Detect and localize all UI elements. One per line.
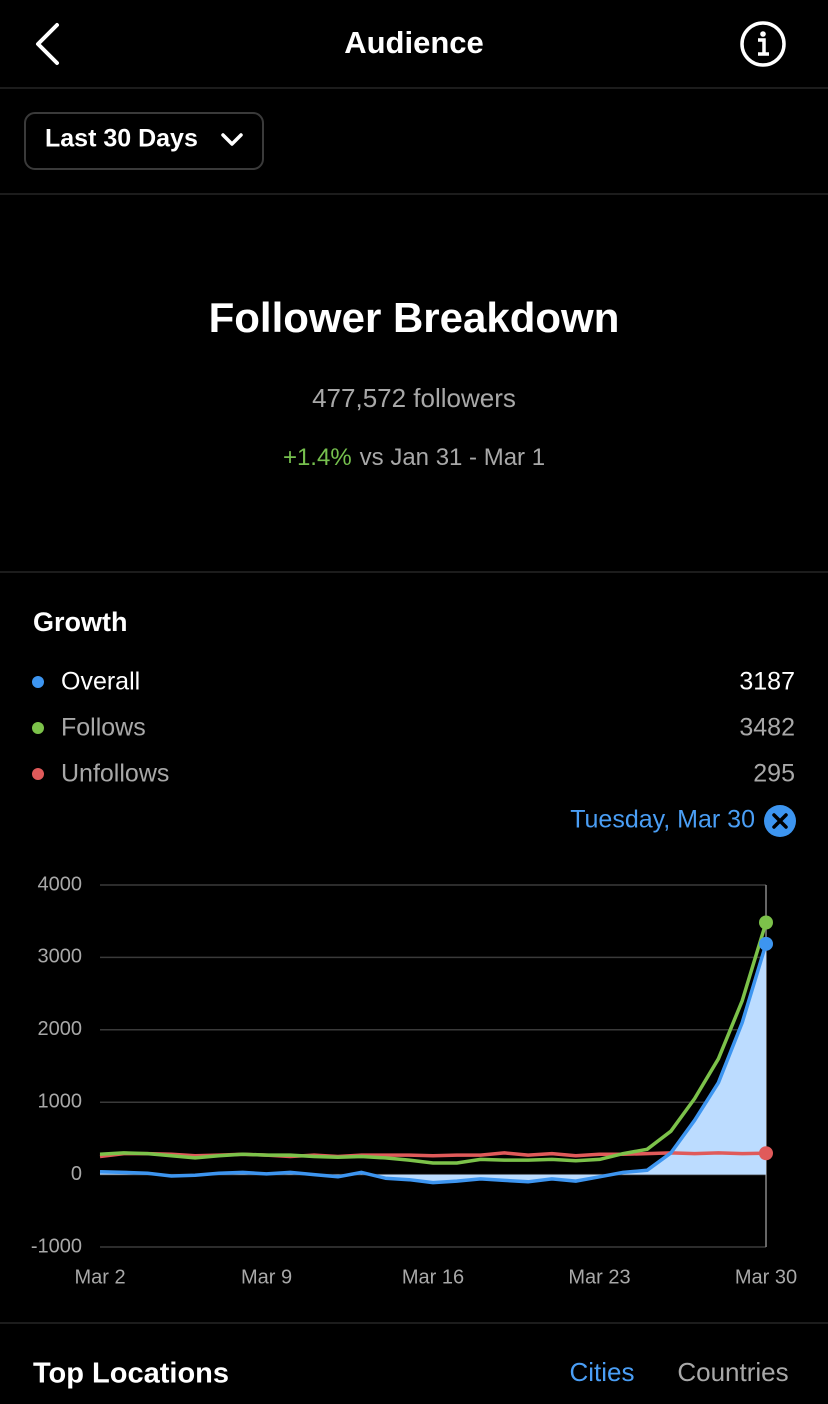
legend-name: Unfollows: [61, 760, 169, 788]
series-line: [99, 921, 768, 1165]
back-button[interactable]: [36, 23, 59, 65]
legend-dot: [32, 676, 44, 688]
series-area: [100, 943, 766, 1183]
info-button[interactable]: [740, 21, 786, 67]
change: +1.4%: [283, 444, 352, 471]
x-tick-label: Mar 9: [241, 1266, 292, 1288]
filter-label: Last 30 Days: [45, 125, 198, 153]
x-tick-label: Mar 2: [74, 1266, 125, 1288]
selected-point: [759, 1146, 773, 1161]
legend-dot: [32, 768, 44, 780]
y-tick-label: 1000: [38, 1090, 83, 1112]
x-tick-label: Mar 23: [568, 1266, 630, 1288]
locations-title: Top Locations: [33, 1358, 229, 1390]
legend-dot: [32, 722, 44, 734]
followers-count: 477,572 followers: [312, 383, 516, 413]
legend-name: Overall: [61, 668, 140, 696]
y-tick-label: 3000: [38, 946, 83, 968]
x-tick-label: Mar 30: [735, 1266, 797, 1288]
clear-selection[interactable]: [764, 805, 796, 837]
summary-title: Follower Breakdown: [209, 294, 620, 341]
y-tick-label: 0: [71, 1163, 82, 1185]
tab-cities[interactable]: Cities: [569, 1357, 634, 1387]
x-tick-label: Mar 16: [402, 1266, 464, 1288]
filter-button[interactable]: Last 30 Days: [24, 112, 264, 170]
y-tick-label: 4000: [38, 873, 83, 895]
y-tick-label: -1000: [31, 1235, 82, 1257]
legend-value: 295: [753, 760, 795, 788]
y-tick-label: 2000: [38, 1018, 83, 1040]
change-line: +1.4% vs Jan 31 - Mar 1: [283, 444, 545, 471]
tab-countries[interactable]: Countries: [677, 1357, 788, 1387]
growth-title: Growth: [33, 607, 128, 637]
selected-point: [759, 936, 773, 951]
header-title: Audience: [344, 25, 484, 60]
legend-value: 3482: [739, 714, 795, 742]
selected-date: Tuesday, Mar 30: [570, 806, 755, 834]
legend-name: Follows: [61, 714, 146, 742]
selected-point: [759, 915, 773, 930]
series-line: [99, 943, 768, 1185]
comparison: vs Jan 31 - Mar 1: [360, 444, 545, 471]
legend-value: 3187: [739, 668, 795, 696]
